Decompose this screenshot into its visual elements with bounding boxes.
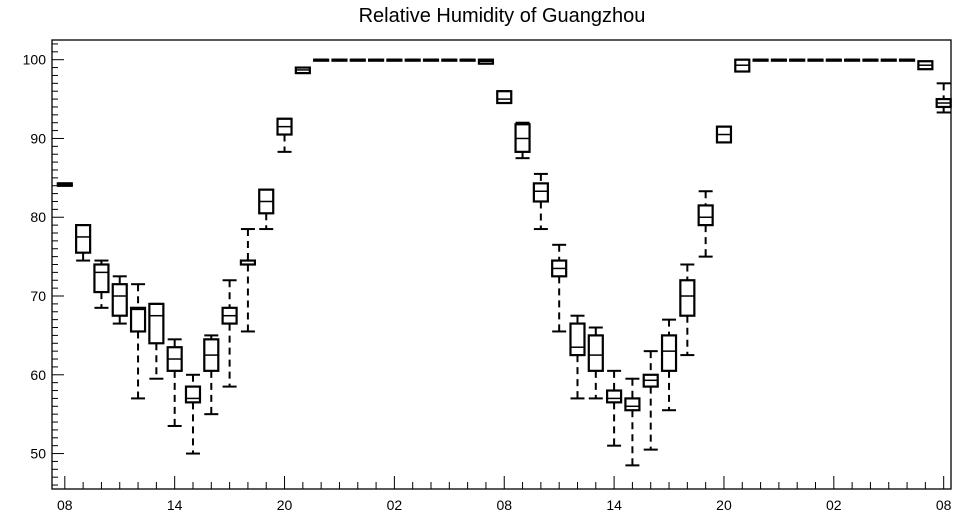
box-item [862,58,879,62]
box-body [148,302,165,345]
box-item [569,314,586,400]
x-tick-label: 08 [496,497,512,513]
box-item [679,263,696,357]
box-item [422,58,440,62]
box-item [715,125,733,144]
x-tick-label: 02 [387,497,403,513]
x-axis: 08 14 20 02 08 14 20 02 08 [57,476,952,513]
box-body [587,334,604,372]
y-tick-label: 100 [23,52,47,68]
box-item [294,66,311,75]
box-item [514,121,531,160]
box-body [569,322,586,357]
box-item [898,58,916,62]
box-body [660,334,678,372]
x-tick-label: 20 [716,497,732,513]
box-item [75,224,92,262]
box-item [221,279,238,388]
box-item [404,58,421,62]
box-item [367,58,385,62]
box-item [276,117,293,153]
box-item [807,58,824,62]
box-body [496,90,513,105]
x-tick-label: 14 [606,497,622,513]
plot-frame [51,39,952,490]
box-item [825,58,842,62]
box-item [752,58,769,62]
box-item [880,58,897,62]
box-item [441,58,458,62]
box-item [917,60,934,71]
box-item [734,58,751,73]
box-item [258,188,275,231]
box-item [459,58,476,62]
box-series [56,58,952,467]
box-item [239,228,257,333]
box-item [624,377,641,467]
box-body [129,306,147,333]
box-body [93,263,110,294]
box-item [496,90,513,105]
box-item [166,338,183,427]
box-item [770,58,787,62]
y-tick-label: 70 [30,288,46,304]
box-item [56,182,73,187]
box-item [111,275,128,325]
box-item [148,302,165,380]
box-item [203,334,220,416]
box-item [697,190,714,258]
x-tick-label: 08 [57,497,73,513]
box-item [587,326,604,400]
box-body [697,204,714,227]
box-item [844,58,861,62]
box-body [679,279,696,317]
box-item [129,283,147,400]
x-tick-label: 08 [936,497,952,513]
box-item [789,58,806,62]
box-item [349,58,366,62]
box-item [184,373,202,455]
x-tick-label: 20 [277,497,293,513]
box-item [331,58,348,62]
box-item [551,243,568,333]
y-tick-label: 90 [30,130,46,146]
y-tick-label: 80 [30,209,46,225]
box-item [660,318,678,412]
box-item [386,58,403,62]
box-item [477,58,495,65]
box-item [93,259,110,309]
box-body [624,397,641,412]
y-axis: 50 60 70 80 90 100 [23,43,64,486]
box-item [313,58,330,62]
box-body [606,389,623,404]
box-item [606,369,623,447]
box-item [532,172,549,231]
y-tick-label: 60 [30,367,46,383]
y-tick-label: 50 [30,446,46,462]
box-body [184,385,202,404]
box-item [935,82,952,114]
box-body [532,182,549,203]
x-tick-label: 14 [167,497,183,513]
box-item [642,350,659,451]
x-tick-label: 02 [826,497,842,513]
box-body [111,283,128,317]
chart-title: Relative Humidity of Guangzhou [359,5,646,27]
box-body [75,224,92,254]
